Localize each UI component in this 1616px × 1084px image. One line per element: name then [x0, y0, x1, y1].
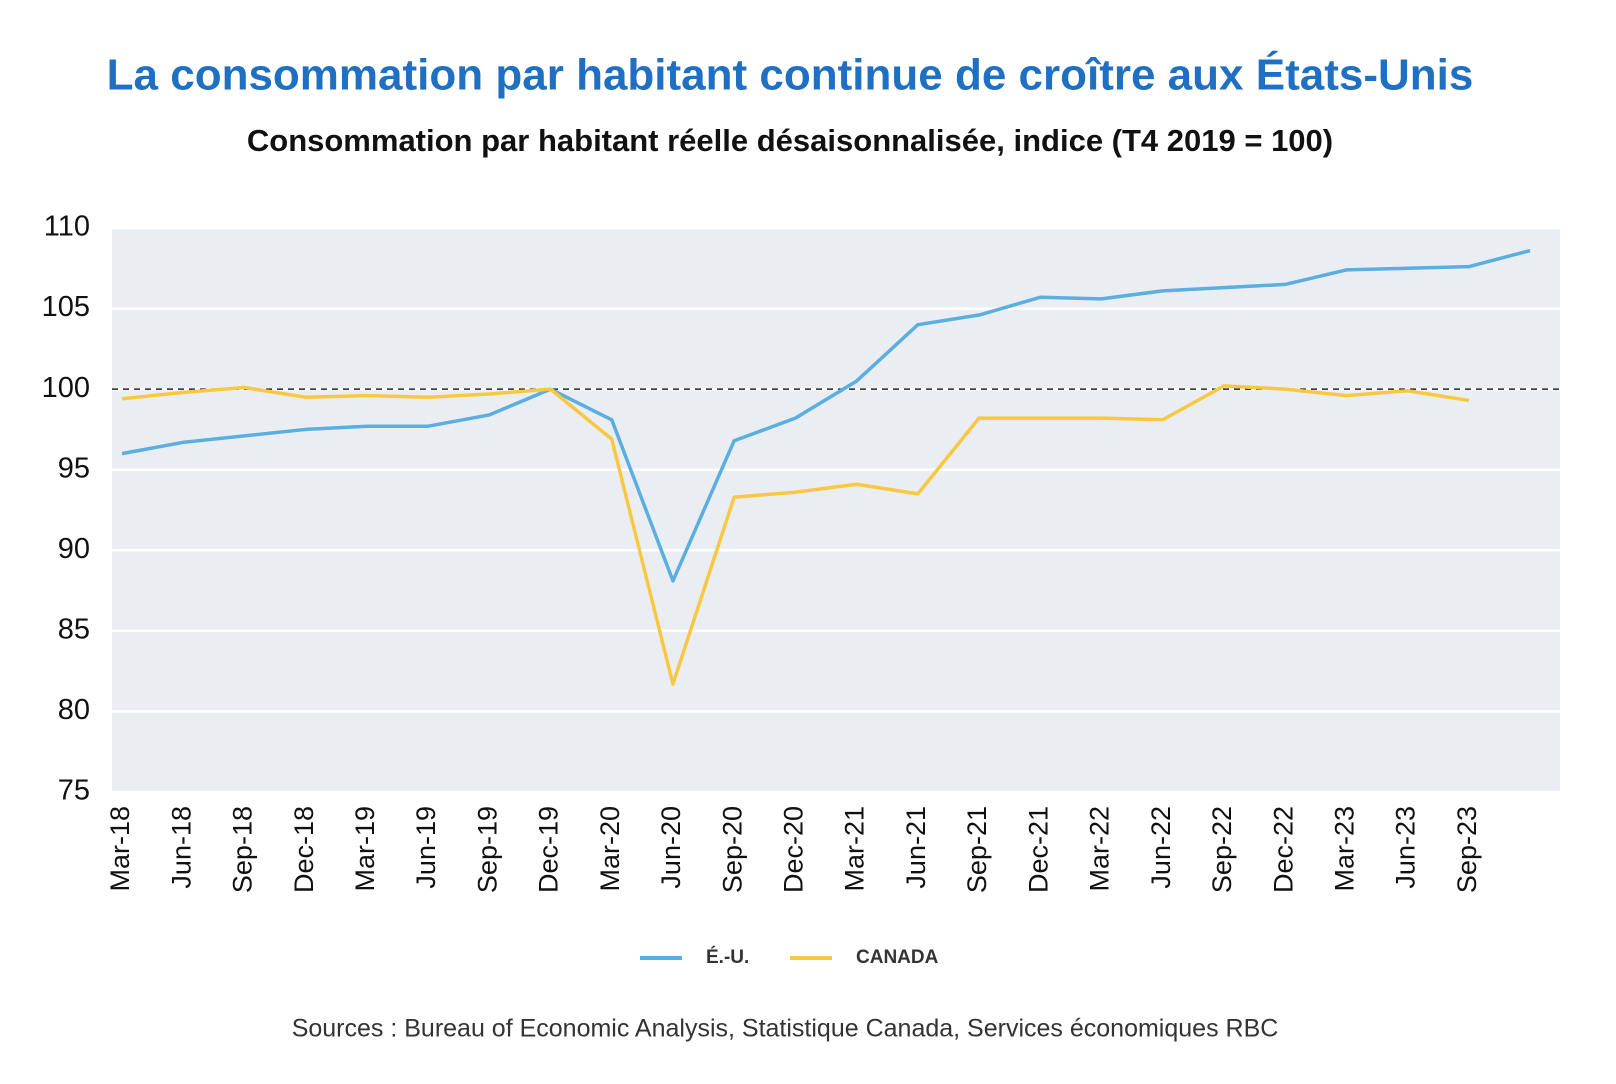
y-tick-label: 105 [42, 291, 90, 323]
x-tick-label: Jun-21 [901, 806, 931, 889]
y-tick-label: 110 [44, 211, 90, 243]
y-tick-label: 75 [58, 775, 90, 807]
legend-label: É.-U. [706, 946, 749, 968]
x-tick-label: Mar-18 [105, 806, 135, 892]
plot-area [112, 228, 1560, 792]
x-tick-label: Mar-21 [840, 806, 870, 892]
data-line [121, 248, 1531, 583]
x-tick-label: Jun-18 [166, 806, 196, 889]
x-tick-label: Sep-23 [1452, 806, 1482, 893]
y-tick-label: 100 [42, 372, 90, 404]
chart-title: La consommation par habitant continue de… [107, 50, 1474, 100]
x-tick-label: Sep-21 [962, 806, 992, 893]
x-tick-label: Dec-18 [289, 806, 319, 893]
x-tick-label: Sep-20 [717, 806, 747, 893]
data-line [121, 384, 1470, 686]
x-tick-label: Dec-22 [1268, 806, 1298, 893]
x-tick-label: Sep-18 [228, 806, 258, 893]
y-tick-label: 85 [58, 614, 90, 646]
x-tick-label: Mar-23 [1329, 806, 1359, 892]
x-tick-label: Sep-22 [1207, 806, 1237, 893]
x-tick-label: Sep-19 [472, 806, 502, 893]
x-tick-label: Mar-22 [1085, 806, 1115, 892]
x-tick-label: Mar-20 [595, 806, 625, 892]
y-tick-label: 90 [58, 533, 90, 565]
x-tick-label: Jun-19 [411, 806, 441, 889]
legend-label: CANADA [856, 947, 939, 968]
x-tick-label: Dec-19 [534, 806, 564, 893]
y-tick-label: 80 [58, 694, 90, 726]
x-tick-label: Dec-21 [1023, 806, 1053, 893]
source: Sources : Bureau of Economic Analysis, S… [292, 1015, 1279, 1043]
y-tick-label: 95 [58, 452, 90, 484]
x-tick-label: Jun-20 [656, 806, 686, 889]
x-tick-label: Mar-19 [350, 806, 380, 892]
chart-subtitle: Consommation par habitant réelle désaiso… [247, 123, 1333, 158]
x-tick-label: Dec-20 [779, 806, 809, 893]
x-tick-label: Jun-22 [1146, 806, 1176, 889]
x-tick-label: Jun-23 [1391, 806, 1421, 889]
